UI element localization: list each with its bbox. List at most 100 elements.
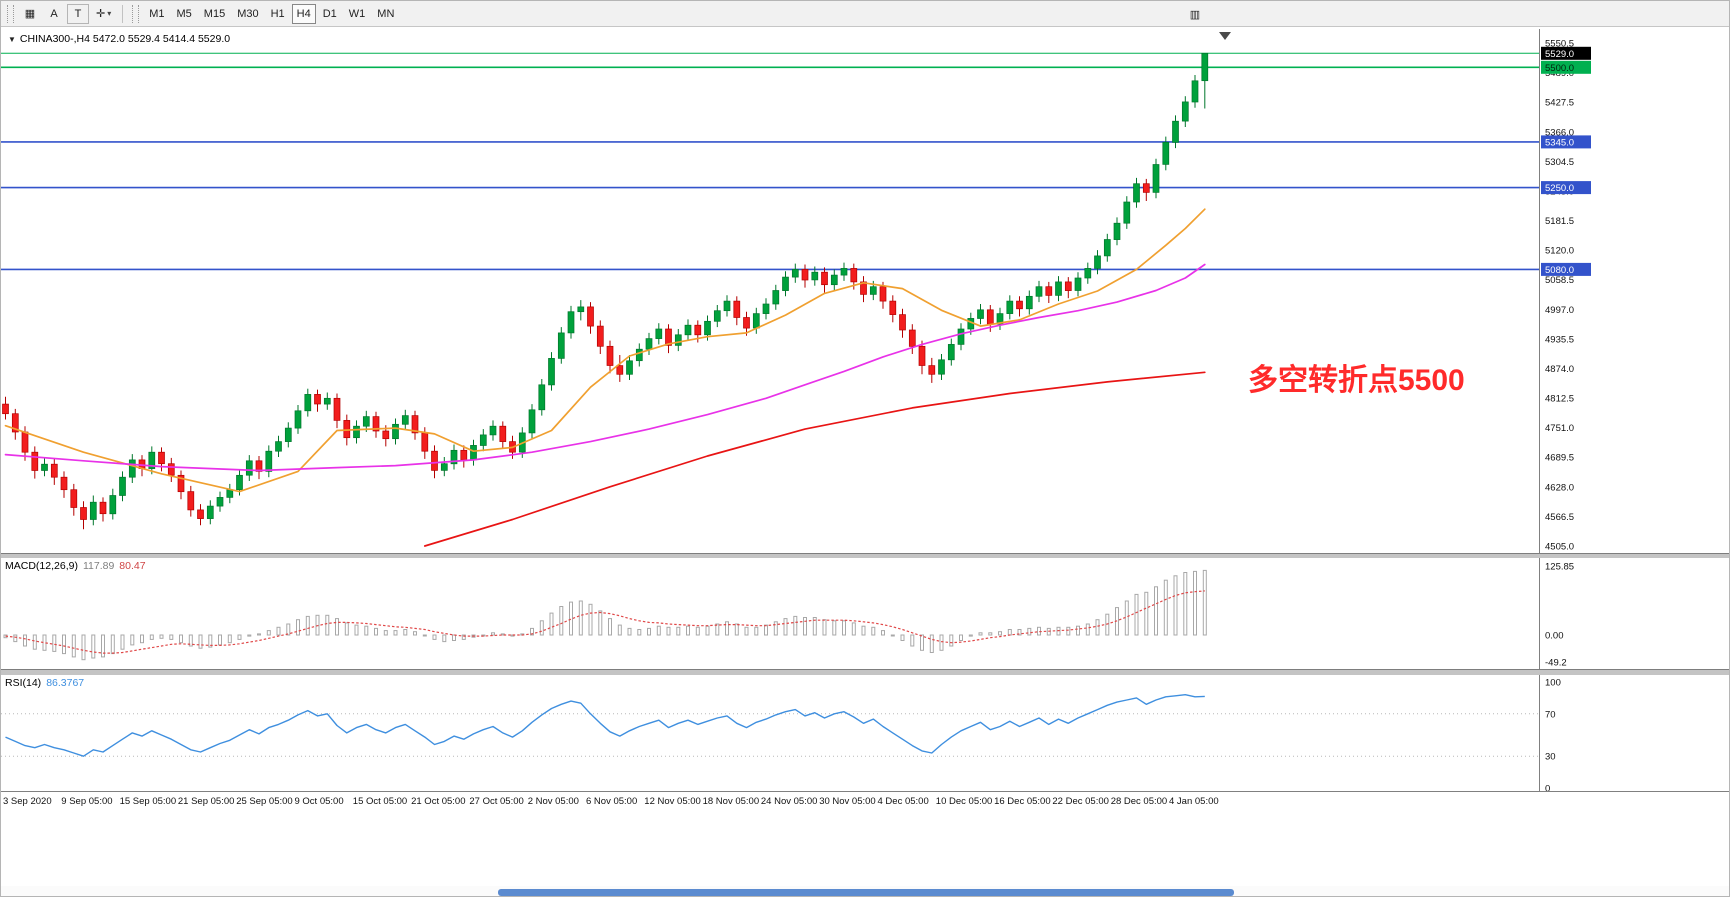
svg-text:70: 70 (1545, 709, 1556, 720)
time-axis-label: 3 Sep 2020 (3, 796, 52, 807)
time-axis-label: 9 Oct 05:00 (294, 796, 344, 807)
text-tool-button[interactable]: A (43, 4, 65, 24)
extra-tool-button[interactable]: ▥ (1184, 4, 1206, 24)
chart-shift-marker (1219, 32, 1231, 40)
macd-main-value: 117.89 (82, 560, 115, 572)
time-axis-label: 12 Nov 05:00 (644, 796, 701, 807)
time-axis-label: 30 Nov 05:00 (819, 796, 876, 807)
timeframe-h4-button[interactable]: H4 (291, 3, 316, 24)
time-axis-label: 18 Nov 05:00 (702, 796, 760, 807)
svg-text:5058.5: 5058.5 (1545, 275, 1574, 286)
time-axis-label: 6 Nov 05:00 (586, 796, 638, 807)
text-label-icon: T (74, 7, 82, 20)
rsi-header: RSI(14) 86.3767 (5, 677, 84, 689)
svg-text:4997.0: 4997.0 (1545, 305, 1574, 316)
ma-slow-red (423, 371, 1206, 547)
objects-expander-icon[interactable]: ▼ (8, 35, 16, 44)
price-axis-ticks: 5550.55489.05427.55366.05304.55243.05181… (1545, 39, 1574, 553)
time-axis-label: 10 Dec 05:00 (935, 796, 993, 807)
timeframe-d1-button[interactable]: D1 (318, 4, 342, 24)
rsi-line (5, 694, 1205, 757)
timeframe-mn-button[interactable]: MN (372, 4, 399, 24)
time-axis-label: 28 Dec 05:00 (1110, 796, 1168, 807)
svg-text:5120.0: 5120.0 (1545, 246, 1574, 257)
time-axis-label: 15 Sep 05:00 (119, 796, 177, 807)
macd-label: MACD(12,26,9) (5, 560, 78, 572)
main-chart-svg: 5550.55489.05427.55366.05304.55243.05181… (1, 29, 1591, 553)
crosshair-icon: ✛ (96, 8, 106, 20)
svg-text:5304.5: 5304.5 (1545, 157, 1574, 168)
chart-window: 5550.55489.05427.55366.05304.55243.05181… (1, 28, 1729, 896)
horizontal-scrollbar-track (1, 886, 1729, 896)
rsi-indicator-canvas[interactable]: 100 70 30 0 (1, 675, 1729, 795)
time-axis-label: 15 Oct 05:00 (352, 796, 408, 807)
candles (2, 52, 1209, 530)
rsi-value: 86.3767 (46, 677, 85, 689)
chart-annotation: 多空转折点5500 (1248, 364, 1465, 397)
timeframe-m5-button[interactable]: M5 (172, 4, 197, 24)
chevron-down-icon: ▾ (107, 9, 112, 18)
tile-windows-icon: ▦ (24, 8, 36, 20)
text-tool-icon: A (50, 7, 58, 20)
rsi-axis-labels: 100 70 30 0 (1545, 678, 1561, 795)
timeframe-m1-button[interactable]: M1 (144, 4, 169, 24)
toolbar-separator (122, 4, 124, 23)
toolbar-grip[interactable] (7, 4, 14, 23)
svg-text:5080.0: 5080.0 (1545, 265, 1574, 276)
timeframe-h1-button[interactable]: H1 (266, 4, 290, 24)
time-axis-label: 21 Sep 05:00 (177, 796, 235, 807)
rsi-label: RSI(14) (5, 677, 42, 689)
svg-text:5500.0: 5500.0 (1545, 63, 1574, 74)
symbol-ohlc-text: CHINA300-,H4 5472.0 5529.4 5414.4 5529.0 (19, 33, 231, 45)
time-axis-label: 22 Dec 05:00 (1052, 796, 1109, 807)
svg-text:30: 30 (1545, 752, 1556, 763)
rsi-svg: 100 70 30 0 (1, 675, 1561, 795)
time-axis-label: 25 Sep 05:00 (236, 796, 293, 807)
svg-text:5529.0: 5529.0 (1545, 49, 1574, 60)
ma-fast-orange (4, 208, 1206, 493)
time-axis[interactable]: 3 Sep 2020 9 Sep 05:00 15 Sep 05:00 21 Sep … (1, 791, 1729, 812)
main-chart-header: ▼ CHINA300-,H4 5472.0 5529.4 5414.4 5529.… (8, 33, 230, 45)
macd-axis-labels: 125.85 0.00 -49.2 (1545, 562, 1574, 669)
svg-text:4689.5: 4689.5 (1545, 453, 1574, 464)
rsi-level-lines (1, 713, 1539, 757)
tile-windows-button[interactable]: ▦ (19, 4, 41, 24)
moving-averages (4, 208, 1206, 547)
ma-mid-magenta (4, 263, 1206, 472)
svg-text:-49.2: -49.2 (1545, 658, 1567, 669)
macd-signal-value: 80.47 (119, 560, 146, 572)
cursor-tool-button[interactable]: ✛ ▾ (91, 4, 116, 24)
svg-text:5250.0: 5250.0 (1545, 183, 1574, 194)
svg-text:5427.5: 5427.5 (1545, 98, 1574, 109)
svg-text:100: 100 (1545, 678, 1561, 689)
macd-indicator-canvas[interactable]: 125.85 0.00 -49.2 (1, 558, 1729, 669)
time-axis-label: 21 Oct 05:00 (411, 796, 466, 807)
main-chart-canvas[interactable]: 5550.55489.05427.55366.05304.55243.05181… (1, 29, 1729, 553)
svg-text:4505.0: 4505.0 (1545, 542, 1574, 553)
time-axis-label: 4 Jan 05:00 (1169, 796, 1219, 807)
macd-signal-line (5, 590, 1205, 654)
svg-text:4874.0: 4874.0 (1545, 364, 1574, 375)
toolbar-grip-2[interactable] (132, 4, 140, 23)
level-lines (1, 52, 1539, 271)
time-axis-label: 2 Nov 05:00 (527, 796, 579, 807)
svg-text:4628.0: 4628.0 (1545, 482, 1574, 493)
top-toolbar: ▦ A T ✛ ▾ M1 M5 M15 M30 H1 H4 D1 W1 MN ▥ (1, 1, 1729, 27)
grid-icon: ▥ (1189, 8, 1201, 21)
macd-header: MACD(12,26,9) 117.89 80.47 (5, 560, 146, 572)
timeframe-m30-button[interactable]: M30 (232, 4, 263, 24)
price-tags: 5529.0 5500.0 5345.0 5250.0 5080.0 (1541, 46, 1591, 276)
time-axis-label: 27 Oct 05:00 (469, 796, 524, 807)
svg-text:0: 0 (1545, 784, 1550, 792)
svg-text:4935.5: 4935.5 (1545, 334, 1574, 345)
timeframe-m15-button[interactable]: M15 (199, 4, 230, 24)
svg-text:5181.5: 5181.5 (1545, 216, 1574, 227)
time-axis-label: 16 Dec 05:00 (994, 796, 1051, 807)
svg-text:0.00: 0.00 (1545, 631, 1564, 642)
time-axis-label: 4 Dec 05:00 (877, 796, 929, 807)
horizontal-scrollbar-thumb[interactable] (498, 889, 1234, 896)
text-label-tool-button[interactable]: T (67, 3, 89, 24)
timeframe-w1-button[interactable]: W1 (344, 4, 371, 24)
svg-text:4566.5: 4566.5 (1545, 512, 1574, 523)
